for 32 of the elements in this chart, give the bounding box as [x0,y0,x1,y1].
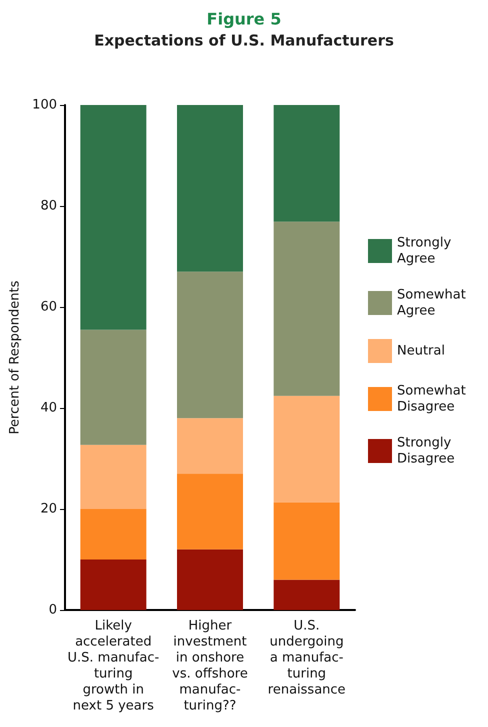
y-tick-label: 80 [40,198,57,214]
y-tick-label: 60 [40,300,57,314]
bar [274,105,340,222]
legend-label: Somewhat Disagree [397,384,470,414]
bar [80,330,146,445]
bar [274,502,340,580]
bar [177,418,243,474]
legend-label: Somewhat Agree [397,288,470,318]
bar [80,560,146,610]
bar [80,444,146,509]
bar [177,272,243,418]
bar [274,396,340,502]
y-axis-title: Percent of Respondents [7,280,22,434]
bar [177,105,243,272]
legend-label: Strongly Agree [397,236,456,266]
y-tick-label: 40 [40,400,57,416]
chart-subtitle: Expectations of U.S. Manufacturers [94,32,394,50]
bar [80,509,146,560]
bar [80,105,146,330]
x-tick-label: Higher investment in onshore vs. offshore manufac- turing?? [172,618,248,714]
bar [177,474,243,550]
chart-title: Figure 5 [206,10,282,28]
x-tick-label: Likely accelerated U.S. manufac- turing growth in next 5 years [68,618,160,714]
bar [274,222,340,396]
legend-label: Strongly Disagree [397,436,456,466]
y-tick-label: 0 [48,602,57,618]
bar [274,580,340,610]
legend-label: Neutral [397,344,445,358]
x-tick-label: U.S. undergoing a manufac- turing renaissance [268,618,346,698]
y-tick-label: 20 [40,502,57,516]
bar [177,549,243,610]
y-tick-label: 100 [32,98,57,112]
